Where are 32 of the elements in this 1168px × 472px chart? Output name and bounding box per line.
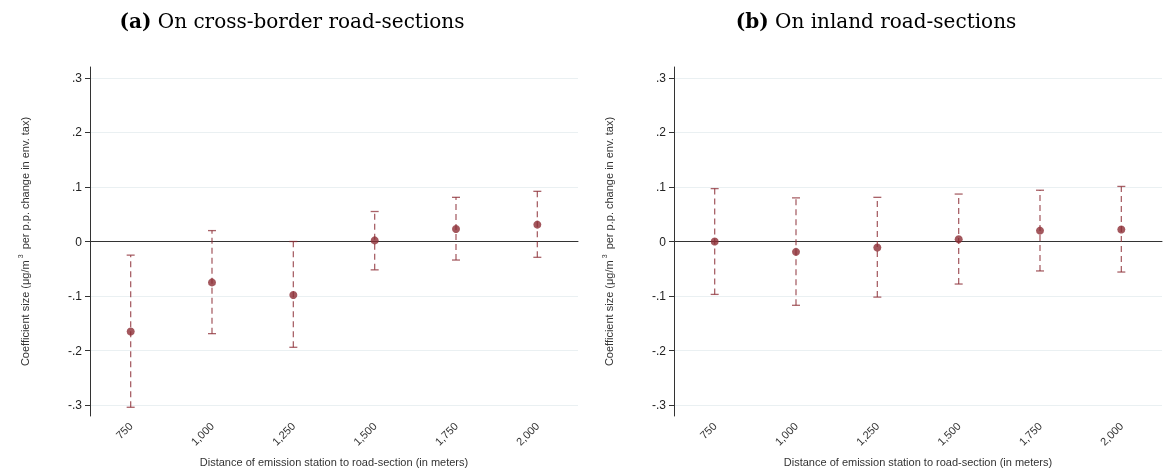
point — [452, 224, 460, 233]
y-tick-label: 0 — [75, 234, 83, 249]
y-tick-label: -.2 — [651, 343, 667, 358]
y-tick-label: .1 — [71, 179, 83, 194]
chart-title: (a) On cross-border road-sections — [119, 9, 465, 33]
y-tick-label: -.1 — [651, 289, 667, 304]
point — [370, 236, 379, 245]
point — [954, 235, 963, 244]
point — [208, 278, 216, 287]
y-tick-label: .2 — [71, 125, 83, 140]
y-tick-label: .3 — [655, 70, 667, 85]
x-tick-label: 750 — [113, 419, 135, 442]
point — [710, 237, 719, 246]
x-axis-title: Distance of emission station to road-section (in meters) — [783, 455, 1053, 468]
x-axis-title: Distance of emission station to road-section (in meters) — [199, 455, 469, 468]
point — [1117, 225, 1126, 234]
point — [1036, 226, 1044, 235]
y-tick-label: .2 — [655, 125, 667, 140]
chart-title: (b) On inland road-sections — [735, 9, 1017, 33]
x-tick-label: 750 — [697, 419, 719, 442]
point — [126, 327, 135, 336]
point — [533, 220, 542, 229]
point — [792, 247, 800, 256]
y-tick-label: .3 — [71, 70, 83, 85]
y-tick-label: -.1 — [67, 289, 83, 304]
y-tick-label: -.2 — [67, 343, 83, 358]
y-tick-label: -.3 — [651, 398, 667, 413]
point — [873, 243, 882, 252]
y-tick-label: -.3 — [67, 398, 83, 413]
y-tick-label: .1 — [655, 179, 667, 194]
y-tick-label: 0 — [659, 234, 667, 249]
point — [289, 290, 298, 299]
